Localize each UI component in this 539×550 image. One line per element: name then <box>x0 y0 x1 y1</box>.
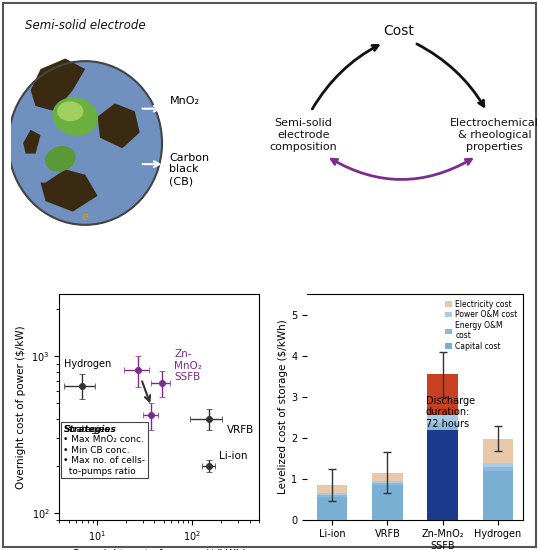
Bar <box>427 430 458 520</box>
Text: MnO₂: MnO₂ <box>169 96 199 106</box>
Ellipse shape <box>58 102 82 120</box>
Bar <box>317 497 348 520</box>
Legend: Electricity cost, Power O&M cost, Energy O&M
cost, Capital cost: Electricity cost, Power O&M cost, Energy… <box>443 298 519 352</box>
Text: Semi-solid electrode: Semi-solid electrode <box>25 19 146 32</box>
Ellipse shape <box>46 147 75 171</box>
Text: Semi-solid
electrode
composition: Semi-solid electrode composition <box>270 118 337 152</box>
Y-axis label: Levelized cost of storage ($/kWh): Levelized cost of storage ($/kWh) <box>279 320 288 494</box>
Bar <box>372 483 403 485</box>
Bar <box>372 481 403 483</box>
Text: Carbon
black
(CB): Carbon black (CB) <box>169 153 210 186</box>
Text: e: e <box>82 212 88 222</box>
Ellipse shape <box>53 98 98 135</box>
Text: Cost: Cost <box>383 24 414 38</box>
Y-axis label: Overnight cost of power ($/kW): Overnight cost of power ($/kW) <box>16 325 26 489</box>
Bar <box>482 471 513 520</box>
Bar <box>317 493 348 495</box>
Text: Li-ion: Li-ion <box>219 451 247 461</box>
Bar <box>427 424 458 430</box>
PathPatch shape <box>40 169 98 212</box>
X-axis label: Overnight cost of energy ($/kWh): Overnight cost of energy ($/kWh) <box>72 549 246 550</box>
Text: Electrochemical
& rheological
properties: Electrochemical & rheological properties <box>450 118 539 152</box>
Text: Zn-
MnO₂
SSFB: Zn- MnO₂ SSFB <box>175 349 202 382</box>
Bar <box>372 485 403 520</box>
Bar <box>317 495 348 497</box>
PathPatch shape <box>23 130 40 153</box>
PathPatch shape <box>98 103 140 148</box>
PathPatch shape <box>31 58 85 111</box>
Bar <box>427 415 458 424</box>
Bar <box>372 472 403 481</box>
Bar <box>427 374 458 415</box>
Bar <box>482 438 513 463</box>
Bar <box>482 468 513 471</box>
Text: Discharge
duration:
72 hours: Discharge duration: 72 hours <box>426 396 475 429</box>
Text: Strategies
• Max MnO₂ conc.
• Min CB conc.
• Max no. of cells-
  to-pumps ratio: Strategies • Max MnO₂ conc. • Min CB con… <box>63 425 146 476</box>
Bar <box>482 463 513 467</box>
Bar <box>317 485 348 493</box>
Text: VRFB: VRFB <box>226 425 254 435</box>
Text: Hydrogen: Hydrogen <box>64 359 112 369</box>
Text: Strategies: Strategies <box>64 426 117 434</box>
Circle shape <box>8 61 162 225</box>
